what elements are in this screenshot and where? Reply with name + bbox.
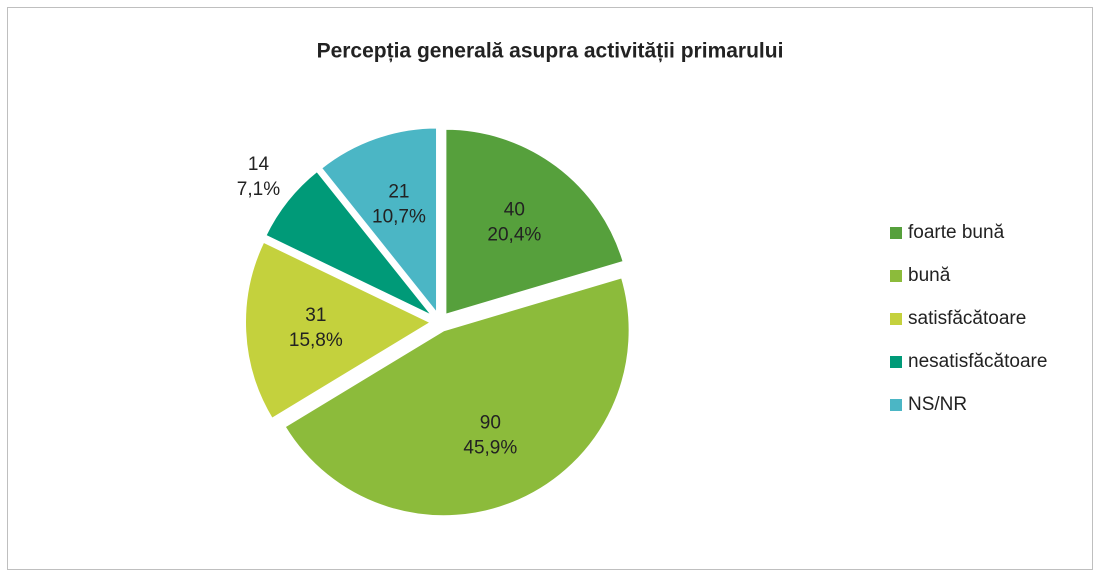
chart-frame (7, 7, 1093, 570)
data-label-value: 90 (480, 413, 501, 434)
legend-label: NS/NR (908, 394, 967, 415)
legend-swatch (890, 227, 902, 239)
pie-slice (444, 127, 625, 317)
pie-slice (319, 126, 439, 317)
legend-label: foarte bună (908, 222, 1005, 243)
chart-title: Percepția generală asupra activității pr… (317, 40, 784, 63)
data-label-value: 40 (504, 199, 525, 220)
pie-slice (244, 240, 434, 421)
data-label-percent: 45,9% (463, 438, 517, 459)
data-label-value: 21 (388, 182, 409, 203)
data-label-value: 31 (305, 305, 326, 326)
data-label-percent: 7,1% (237, 179, 280, 200)
legend-label: satisfăcătoare (908, 308, 1026, 329)
legend-label: bună (908, 265, 951, 286)
legend-swatch (890, 356, 902, 368)
data-label-percent: 10,7% (372, 207, 426, 228)
data-label-value: 14 (248, 154, 270, 175)
pie-slice (283, 276, 631, 518)
pie-slice (264, 169, 434, 318)
legend-swatch (890, 270, 902, 282)
legend-swatch (890, 399, 902, 411)
legend-label: nesatisfăcătoare (908, 351, 1047, 372)
data-label-percent: 20,4% (487, 224, 541, 245)
legend-swatch (890, 313, 902, 325)
data-label-percent: 15,8% (289, 330, 343, 351)
